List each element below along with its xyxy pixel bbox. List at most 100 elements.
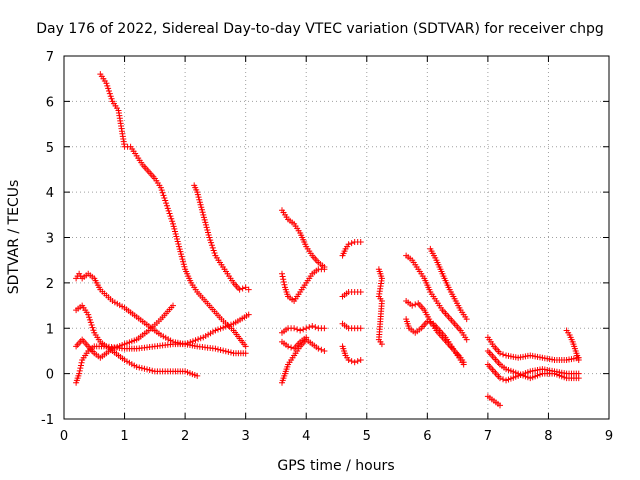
data-point: [108, 95, 115, 102]
data-point: [357, 325, 364, 332]
data-point: [497, 350, 503, 357]
data-point: [204, 226, 211, 233]
data-point: [201, 216, 208, 223]
data-point: [222, 323, 229, 330]
data-point: [378, 341, 385, 348]
data-point: [158, 187, 165, 194]
data-point: [187, 339, 194, 346]
data-point: [88, 322, 95, 329]
data-point: [167, 213, 174, 220]
series-arc-17: [403, 252, 470, 343]
data-point: [575, 357, 582, 364]
data-point: [206, 234, 213, 241]
series-arc-11: [279, 334, 310, 352]
x-tick-label: 7: [484, 429, 492, 444]
data-point: [225, 322, 232, 329]
data-point: [106, 90, 113, 97]
x-tick-label: 4: [302, 429, 310, 444]
data-point: [227, 321, 234, 328]
data-point: [194, 191, 201, 198]
x-tick-label: 5: [363, 429, 371, 444]
data-point: [170, 220, 176, 227]
data-point: [85, 311, 92, 318]
data-point: [348, 358, 355, 365]
data-point: [497, 402, 503, 409]
data-point: [321, 266, 328, 273]
x-tick-label: 3: [242, 429, 250, 444]
data-point: [89, 324, 96, 331]
data-point: [198, 206, 205, 213]
data-point: [236, 286, 243, 293]
data-point: [178, 251, 185, 258]
data-point: [288, 344, 295, 351]
data-point: [181, 263, 188, 270]
data-point: [208, 242, 215, 249]
data-point: [87, 319, 94, 326]
data-point: [202, 219, 209, 226]
y-tick-label: 1: [46, 322, 54, 337]
data-point: [164, 205, 171, 212]
data-point: [345, 357, 352, 364]
y-tick-label: 3: [46, 232, 54, 247]
data-point: [427, 319, 434, 326]
data-point: [214, 326, 221, 333]
data-point: [321, 347, 328, 354]
data-point: [357, 239, 364, 246]
data-point: [78, 359, 85, 366]
series-arc-5: [73, 302, 176, 361]
data-point: [357, 288, 364, 295]
data-point: [285, 343, 292, 350]
data-point: [210, 247, 217, 254]
data-point: [239, 285, 246, 292]
series-arc-6: [73, 311, 252, 386]
data-point: [159, 189, 166, 196]
data-point: [312, 324, 319, 331]
series-arc-21: [484, 334, 582, 364]
data-point: [162, 197, 169, 204]
y-tick-label: 0: [46, 368, 54, 383]
x-tick-label: 2: [181, 429, 189, 444]
data-point: [279, 273, 286, 280]
data-point: [345, 241, 352, 248]
data-point: [163, 200, 170, 207]
data-point: [242, 343, 249, 350]
series-arc-20: [403, 316, 467, 368]
data-point: [149, 367, 156, 374]
data-point: [170, 302, 176, 309]
x-tick-label: 6: [423, 429, 431, 444]
data-point: [174, 236, 181, 243]
y-tick-label: 7: [46, 50, 54, 65]
data-point: [195, 336, 202, 343]
series-arc-8: [279, 266, 328, 305]
series-arc-25: [563, 327, 582, 364]
data-point: [220, 347, 227, 354]
data-point: [291, 325, 298, 332]
series-arc-15: [339, 343, 364, 366]
data-point: [357, 357, 364, 364]
data-point: [165, 207, 172, 214]
data-point: [103, 80, 110, 87]
data-point: [203, 224, 210, 231]
data-point: [178, 253, 185, 260]
series-arc-24: [484, 393, 503, 409]
data-point: [460, 361, 467, 368]
grid-lines: [64, 56, 609, 419]
axis-ticks: 0 1 2 3 4 5 6 7 8 9 -1 0 1 2 3 4 5 6 7: [41, 50, 613, 444]
data-point: [500, 376, 507, 383]
data-point: [280, 278, 287, 285]
data-point: [161, 194, 168, 201]
data-point: [194, 189, 201, 196]
data-point: [197, 201, 204, 208]
data-point: [354, 358, 361, 365]
data-point: [208, 239, 215, 246]
data-point: [196, 199, 203, 206]
data-point: [200, 211, 207, 218]
data-point: [412, 301, 419, 308]
series-arc-12: [339, 239, 364, 259]
data-point: [166, 210, 173, 217]
data-point: [200, 214, 207, 221]
data-point: [197, 335, 204, 342]
data-point: [170, 223, 177, 230]
data-point: [169, 218, 176, 225]
data-point: [245, 311, 252, 318]
